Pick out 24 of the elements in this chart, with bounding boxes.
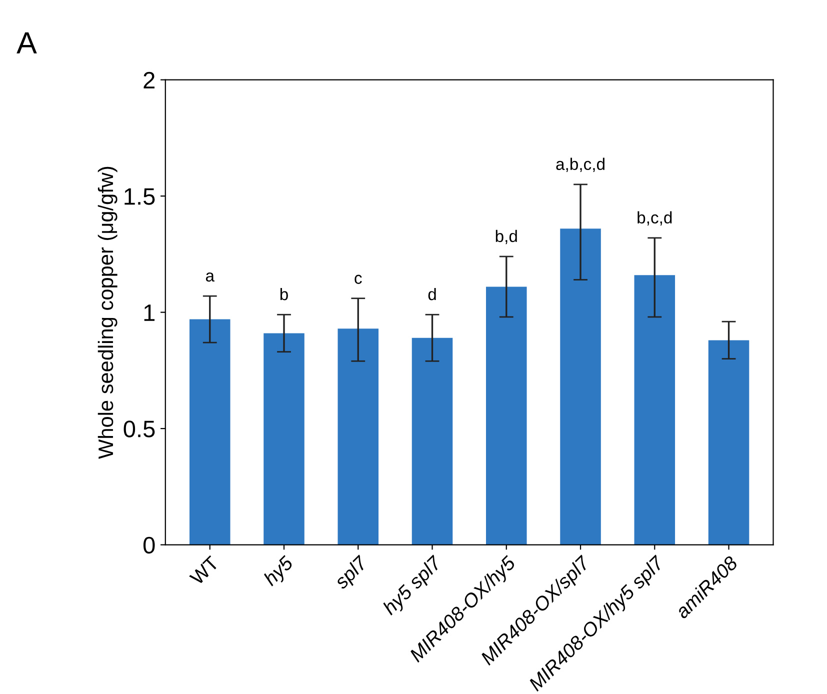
y-tick-label: 1 (144, 304, 155, 321)
bar (486, 286, 527, 545)
bar (708, 340, 750, 545)
annotation: b,d (496, 230, 517, 244)
x-tick-label: WT (189, 555, 220, 586)
annotation: a (206, 272, 215, 282)
y-tick-label: 2 (144, 72, 154, 88)
bar (560, 228, 601, 545)
bar (338, 328, 379, 545)
y-tick-label: 0.5 (124, 420, 155, 438)
text: A (16, 32, 37, 54)
y-tick-label: 0 (143, 536, 155, 554)
bar (264, 333, 304, 545)
annotation: d (428, 288, 436, 300)
y-axis-title: Whole seedling copper (μg/gfw) (98, 166, 118, 459)
annotation: b,c,d (638, 211, 672, 226)
bar (634, 275, 676, 545)
bar (412, 338, 453, 545)
x-tick-label: hy5 (262, 554, 297, 590)
bar (189, 319, 230, 545)
annotation: a,b,c,d (556, 158, 604, 172)
annotation: c (354, 274, 362, 284)
annotation: b (280, 288, 288, 300)
y-tick-label: 1.5 (124, 188, 155, 205)
